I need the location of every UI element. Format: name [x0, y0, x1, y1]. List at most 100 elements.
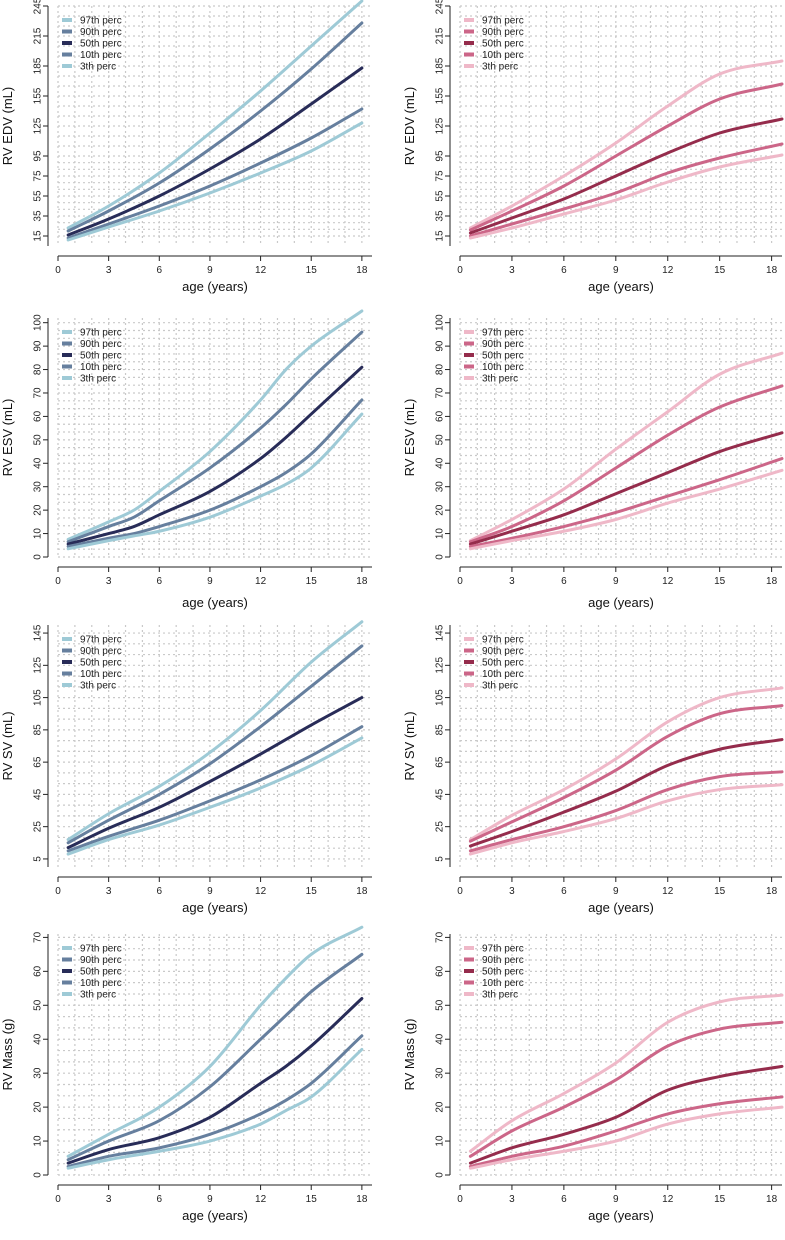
x-tick-label: 0	[55, 886, 61, 897]
series-line-p97	[66, 309, 364, 541]
y-tick-label: 245	[33, 0, 44, 14]
series-line-p10	[66, 398, 364, 548]
legend-label-p10: 10th perc	[80, 362, 122, 373]
legend-label-p10: 10th perc	[482, 669, 524, 680]
legend-label-p50: 50th perc	[482, 351, 524, 362]
series-line-p50	[66, 365, 364, 546]
grid-lines	[459, 5, 782, 246]
series-line-p50	[66, 696, 364, 850]
y-tick-label: 10	[33, 528, 44, 540]
y-tick-label: 65	[33, 756, 44, 768]
x-tick-label: 15	[306, 265, 318, 276]
x-axis-title: age (years)	[182, 279, 248, 294]
y-tick-label: 0	[435, 1172, 446, 1178]
y-tick-label: 145	[33, 624, 44, 641]
x-tick-label: 9	[207, 886, 213, 897]
x-tick-label: 15	[714, 265, 726, 276]
y-tick-label: 15	[33, 230, 44, 242]
series-line-p10	[66, 725, 364, 853]
legend-label-p90: 90th perc	[80, 339, 122, 350]
series-line-p97	[468, 686, 784, 842]
x-tick-label: 12	[255, 1194, 267, 1205]
x-tick-label: 3	[509, 1194, 515, 1205]
y-tick-label: 105	[435, 689, 446, 706]
series-line-p10	[468, 457, 784, 548]
legend-label-p97: 97th perc	[482, 635, 524, 646]
series-line-p3	[468, 783, 784, 856]
y-tick-label: 155	[33, 87, 44, 104]
legend-label-p10: 10th perc	[80, 978, 122, 989]
series-line-p10	[468, 142, 784, 238]
x-tick-label: 3	[106, 576, 112, 587]
series-line-p90	[66, 330, 364, 544]
y-axis-title: RV ESV (mL)	[402, 399, 417, 477]
series-line-p50	[468, 431, 784, 546]
x-tick-label: 12	[662, 1194, 674, 1205]
series-line-p10	[468, 770, 784, 853]
x-tick-label: 0	[457, 886, 463, 897]
series-line-p90	[468, 1020, 784, 1158]
y-tick-label: 215	[33, 27, 44, 44]
x-tick-label: 12	[255, 265, 267, 276]
legend-label-p50: 50th perc	[80, 39, 122, 50]
legend-label-p97: 97th perc	[482, 328, 524, 339]
y-tick-label: 185	[435, 57, 446, 74]
series-line-p97	[468, 351, 784, 543]
chart-panel-female-edv: 0 3 6 9 12 15 18 15 35 55 75 95 125 155 185 215 245 age (…	[402, 0, 784, 294]
x-axis-title: age (years)	[588, 900, 654, 915]
y-axis-title: RV EDV (mL)	[0, 87, 15, 166]
y-tick-label: 40	[435, 1033, 446, 1045]
legend-label-p90: 90th perc	[80, 27, 122, 38]
y-tick-label: 15	[435, 230, 446, 242]
series-line-p10	[66, 107, 364, 240]
series-line-p3	[468, 468, 784, 551]
x-tick-label: 9	[613, 886, 619, 897]
y-axis-title: RV Mass (g)	[0, 1019, 15, 1091]
legend-label-p3: 3th perc	[482, 990, 518, 1001]
y-tick-label: 215	[435, 27, 446, 44]
y-axis-title: RV EDV (mL)	[402, 87, 417, 166]
grid-lines	[459, 934, 782, 1176]
legend-label-p90: 90th perc	[482, 27, 524, 38]
x-tick-label: 0	[55, 576, 61, 587]
series-lines	[468, 993, 784, 1170]
y-tick-label: 20	[33, 1101, 44, 1113]
series-line-p3	[66, 121, 364, 242]
x-tick-label: 18	[766, 576, 778, 587]
y-tick-label: 155	[435, 87, 446, 104]
x-tick-label: 18	[356, 576, 368, 587]
legend-label-p10: 10th perc	[482, 978, 524, 989]
legend-label-p50: 50th perc	[80, 658, 122, 669]
x-axis-title: age (years)	[182, 1208, 248, 1223]
x-tick-label: 3	[106, 1194, 112, 1205]
legend-label-p90: 90th perc	[482, 646, 524, 657]
series-line-p50	[468, 738, 784, 848]
series-line-p90	[66, 952, 364, 1162]
series-line-p3	[66, 736, 364, 856]
y-tick-label: 125	[435, 117, 446, 134]
x-tick-label: 12	[662, 886, 674, 897]
x-tick-label: 15	[714, 886, 726, 897]
x-tick-label: 18	[766, 1194, 778, 1205]
y-tick-label: 50	[435, 999, 446, 1011]
x-tick-label: 6	[157, 886, 163, 897]
legend-label-p97: 97th perc	[80, 635, 122, 646]
x-tick-label: 12	[662, 265, 674, 276]
y-tick-label: 85	[435, 724, 446, 736]
y-tick-label: 40	[33, 457, 44, 469]
x-tick-label: 3	[509, 886, 515, 897]
y-tick-label: 75	[435, 170, 446, 182]
y-tick-label: 70	[33, 387, 44, 399]
y-tick-label: 30	[33, 1067, 44, 1079]
y-tick-label: 60	[33, 965, 44, 977]
series-line-p3	[468, 153, 784, 240]
y-tick-label: 20	[435, 504, 446, 516]
y-tick-label: 80	[33, 364, 44, 376]
series-line-p50	[468, 1064, 784, 1165]
y-tick-label: 100	[33, 314, 44, 331]
series-lines	[66, 925, 364, 1170]
